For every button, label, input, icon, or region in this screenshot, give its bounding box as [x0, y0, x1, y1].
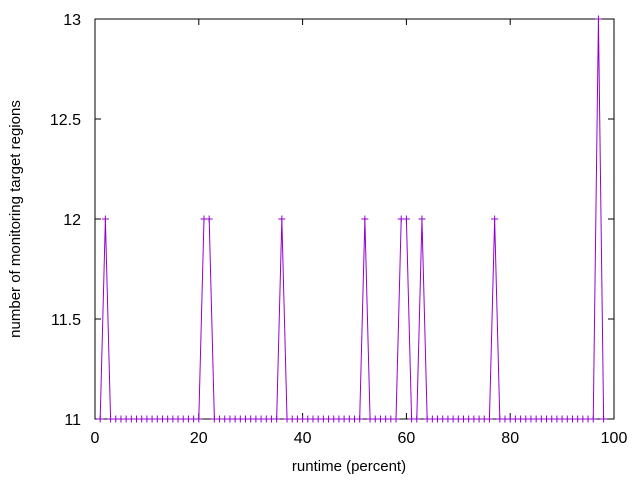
y-tick-label: 12	[63, 212, 81, 229]
data-point	[205, 215, 213, 223]
series-line	[99, 18, 605, 420]
x-tick-label: 60	[398, 430, 416, 447]
y-tick-label: 13	[63, 12, 81, 29]
y-axis-ticks: 11 11.5 12 12.5 13	[50, 12, 614, 429]
data-point	[273, 415, 281, 423]
series-layer	[96, 15, 608, 423]
data-point	[413, 415, 421, 423]
y-tick-label: 11	[64, 412, 81, 429]
x-axis-ticks: 0 20 40 60 80 100	[91, 19, 628, 447]
x-tick-label: 20	[190, 430, 208, 447]
y-tick-label: 11.5	[51, 312, 81, 329]
x-tick-label: 100	[601, 430, 628, 447]
x-tick-label: 80	[501, 430, 519, 447]
data-point	[392, 415, 400, 423]
data-point	[402, 215, 410, 223]
data-point	[418, 215, 426, 223]
data-point	[485, 415, 493, 423]
data-point	[96, 415, 104, 423]
x-axis-label: runtime (percent)	[292, 458, 406, 475]
plot-border	[94, 18, 615, 420]
data-point	[278, 215, 286, 223]
data-point	[361, 215, 369, 223]
data-point	[356, 415, 364, 423]
data-point	[594, 15, 602, 23]
data-point	[101, 215, 109, 223]
y-axis-label: number of monitoring target regions	[7, 100, 24, 338]
data-point	[600, 415, 608, 423]
x-tick-label: 0	[91, 430, 100, 447]
data-point	[195, 415, 203, 423]
y-tick-label: 12.5	[50, 112, 81, 129]
data-point	[589, 415, 597, 423]
x-tick-label: 40	[294, 430, 312, 447]
data-point	[491, 215, 499, 223]
plot-frame	[94, 18, 615, 420]
